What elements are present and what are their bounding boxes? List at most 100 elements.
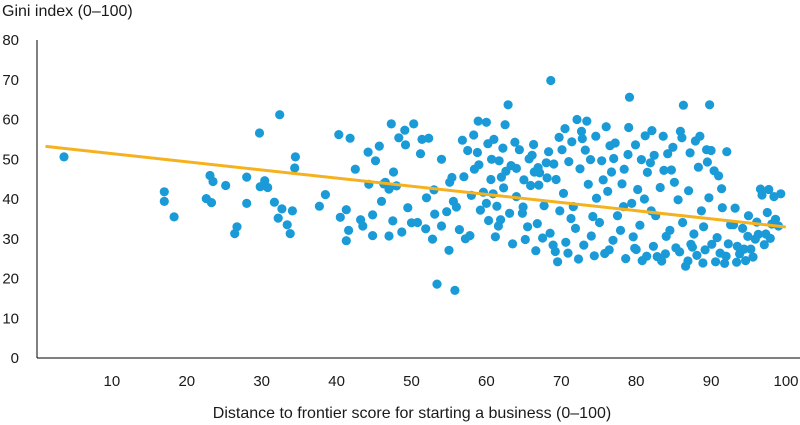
data-point xyxy=(384,184,394,194)
data-point xyxy=(647,126,657,136)
data-point xyxy=(702,157,713,167)
y-tick-label: 70 xyxy=(2,72,19,89)
data-point xyxy=(159,196,169,206)
data-point xyxy=(282,220,292,230)
data-point xyxy=(658,131,668,141)
data-point xyxy=(720,258,730,268)
data-point xyxy=(575,164,585,174)
data-point xyxy=(534,180,544,190)
data-point xyxy=(577,134,587,144)
data-point xyxy=(263,182,273,193)
data-point xyxy=(689,229,699,239)
data-point xyxy=(762,207,772,218)
data-point xyxy=(529,139,539,150)
data-point xyxy=(649,150,659,160)
data-point xyxy=(598,175,608,185)
data-point xyxy=(601,122,611,132)
data-point xyxy=(421,193,432,203)
data-point xyxy=(544,147,554,157)
y-tick-label: 20 xyxy=(2,271,19,288)
data-point xyxy=(554,132,564,142)
data-point xyxy=(363,147,373,157)
data-point xyxy=(368,231,378,241)
y-tick-label: 80 xyxy=(2,32,19,49)
data-point xyxy=(498,143,508,153)
data-point xyxy=(400,140,411,150)
data-point xyxy=(277,204,287,214)
data-point xyxy=(583,179,593,189)
data-point xyxy=(591,193,602,203)
data-point xyxy=(494,156,504,166)
data-point xyxy=(624,92,635,102)
data-point xyxy=(496,215,506,225)
data-point xyxy=(605,141,615,151)
data-point xyxy=(684,186,694,196)
data-point xyxy=(341,236,351,246)
data-point xyxy=(628,232,638,242)
data-point xyxy=(409,119,419,129)
data-point xyxy=(648,241,659,251)
data-point xyxy=(579,240,589,250)
data-point xyxy=(486,174,496,185)
data-points xyxy=(59,75,786,295)
data-point xyxy=(721,251,731,261)
data-point xyxy=(714,171,724,181)
data-point xyxy=(206,198,217,208)
data-point xyxy=(546,75,556,86)
data-point xyxy=(545,228,555,238)
data-point xyxy=(685,148,695,158)
data-point xyxy=(519,175,529,185)
data-point xyxy=(273,213,283,223)
data-point xyxy=(335,212,345,222)
data-point xyxy=(275,110,285,120)
data-point xyxy=(669,177,680,187)
y-axis-title: Gini index (0–100) xyxy=(2,3,133,20)
data-point xyxy=(487,154,497,164)
data-point xyxy=(384,231,394,241)
data-point xyxy=(436,221,447,231)
data-point xyxy=(242,172,252,182)
data-point xyxy=(621,254,631,264)
data-point xyxy=(707,239,717,249)
data-point xyxy=(344,225,354,235)
data-point xyxy=(706,145,716,156)
data-point xyxy=(732,257,742,267)
x-axis-ticks: 10 20 30 40 50 60 70 80 90 100 xyxy=(104,373,799,390)
data-point xyxy=(591,131,601,141)
data-point xyxy=(459,172,469,182)
data-point xyxy=(640,131,650,141)
data-point xyxy=(624,122,634,133)
y-tick-label: 0 xyxy=(11,350,19,367)
data-point xyxy=(254,128,265,138)
data-point xyxy=(432,279,442,289)
data-point xyxy=(448,196,458,206)
data-point xyxy=(221,180,231,191)
data-point xyxy=(374,141,384,151)
data-point xyxy=(444,245,454,255)
data-point xyxy=(586,231,596,241)
data-point xyxy=(548,240,558,250)
data-point xyxy=(397,227,407,237)
data-point xyxy=(657,256,667,266)
data-point xyxy=(520,234,530,245)
data-point xyxy=(683,256,693,266)
data-point xyxy=(698,258,708,268)
data-point xyxy=(687,242,698,252)
data-point xyxy=(642,167,653,177)
data-point xyxy=(612,211,623,221)
data-point xyxy=(159,187,169,197)
data-point xyxy=(566,213,576,224)
data-point xyxy=(551,174,561,185)
data-point xyxy=(560,124,570,134)
data-point xyxy=(386,119,396,129)
data-point xyxy=(412,217,423,228)
data-point xyxy=(735,249,745,259)
data-point xyxy=(285,229,295,239)
trend-line xyxy=(45,145,787,229)
data-point xyxy=(627,198,637,208)
data-point xyxy=(473,116,483,126)
data-point xyxy=(500,120,510,130)
data-point xyxy=(394,133,404,143)
data-point xyxy=(748,252,758,262)
data-point xyxy=(469,130,479,140)
